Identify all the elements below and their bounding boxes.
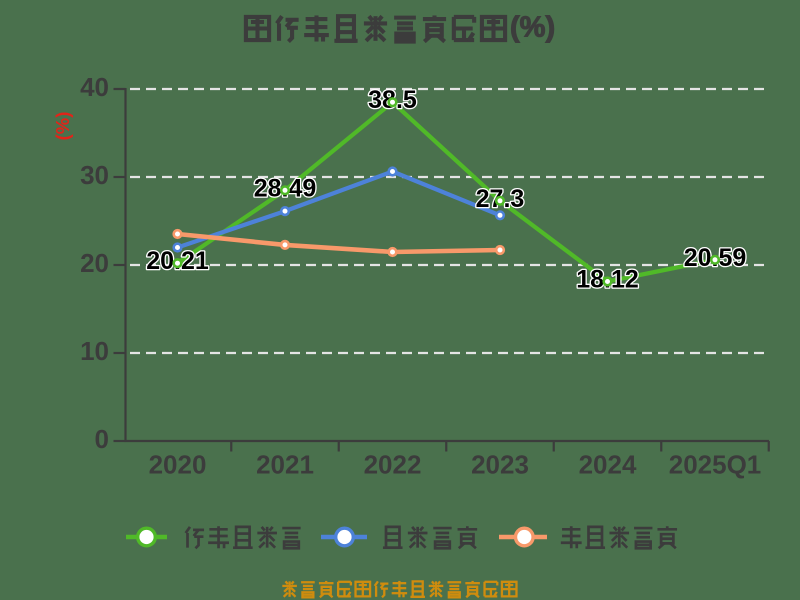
svg-text:10: 10	[80, 336, 109, 366]
svg-text:30: 30	[80, 160, 109, 190]
svg-text:27.3: 27.3	[476, 185, 525, 213]
svg-text:0: 0	[95, 424, 109, 454]
svg-text:2025Q1: 2025Q1	[669, 450, 762, 480]
svg-text:20: 20	[80, 248, 109, 278]
svg-text:2021: 2021	[256, 450, 314, 480]
svg-text:2023: 2023	[471, 450, 529, 480]
svg-text:2022: 2022	[364, 450, 422, 480]
svg-text:38.5: 38.5	[368, 86, 417, 114]
svg-text:(%): (%)	[510, 12, 555, 44]
svg-text:40: 40	[80, 72, 109, 102]
svg-text:2024: 2024	[579, 450, 637, 480]
svg-text:2020: 2020	[149, 450, 207, 480]
svg-text:(%): (%)	[52, 112, 73, 141]
